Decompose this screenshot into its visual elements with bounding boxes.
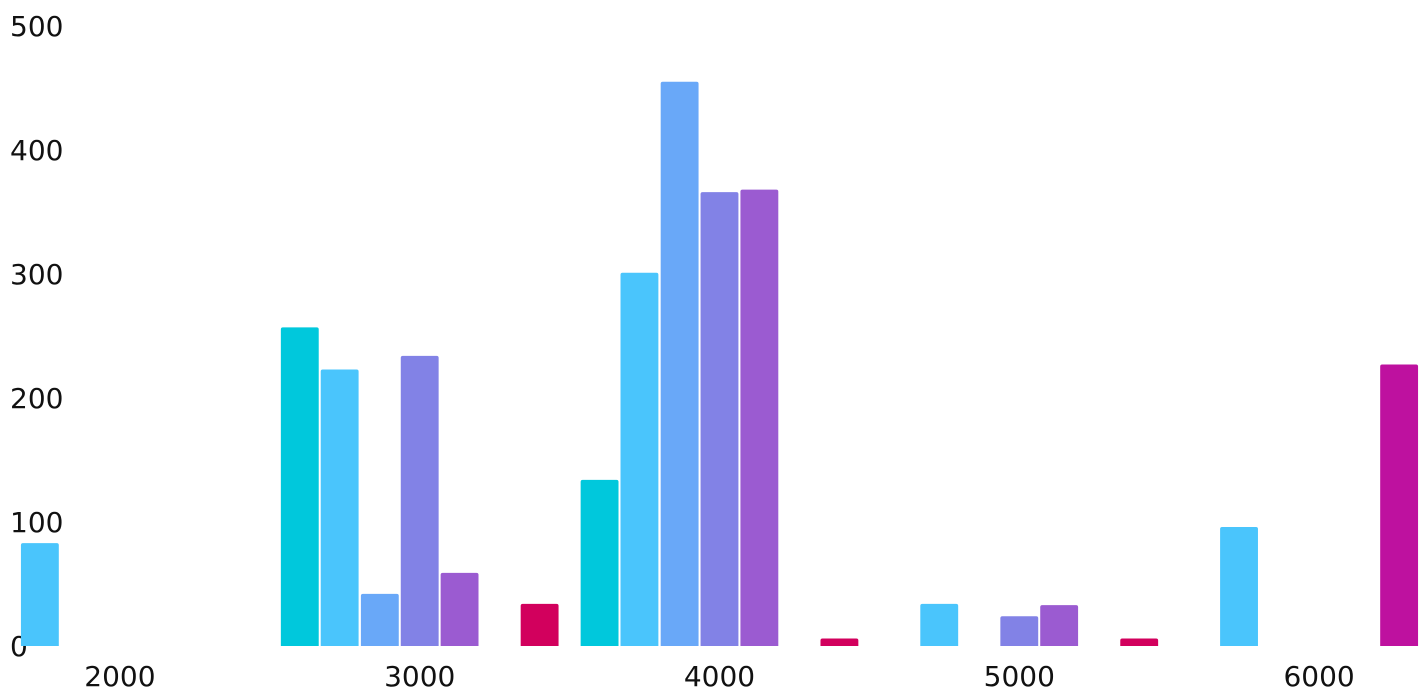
x-tick-label: 5000 [984,660,1055,693]
x-tick-label: 6000 [1283,660,1354,693]
bars-group [20,81,1419,647]
x-tick-label: 3000 [384,660,455,693]
y-tick-label: 300 [10,258,63,291]
y-tick-label: 500 [10,10,63,43]
histogram-bar [360,593,399,646]
histogram-bar [1000,616,1039,646]
histogram-bar [920,603,959,646]
y-tick-label: 200 [10,382,63,415]
histogram-bar [820,638,859,646]
histogram-bar [1220,526,1258,646]
histogram-bar [580,479,619,646]
x-axis: 2000 3000 4000 5000 6000 [84,660,1354,693]
histogram-bar [1120,638,1159,646]
x-tick-label: 4000 [684,660,755,693]
histogram-bar [700,192,739,646]
y-tick-label: 400 [10,134,63,167]
histogram-bar [1380,364,1419,646]
histogram-bar [20,543,59,646]
histogram-bar [740,189,779,646]
histogram-bar [400,355,439,646]
histogram-bar [1040,605,1079,646]
x-tick-label: 2000 [84,660,155,693]
histogram-bar [660,81,699,647]
histogram-bar [440,572,479,646]
histogram-bar [520,603,559,646]
histogram-bar [320,369,359,646]
y-tick-label: 100 [10,506,63,539]
histogram-bar [280,327,319,646]
histogram-bar [620,272,659,646]
